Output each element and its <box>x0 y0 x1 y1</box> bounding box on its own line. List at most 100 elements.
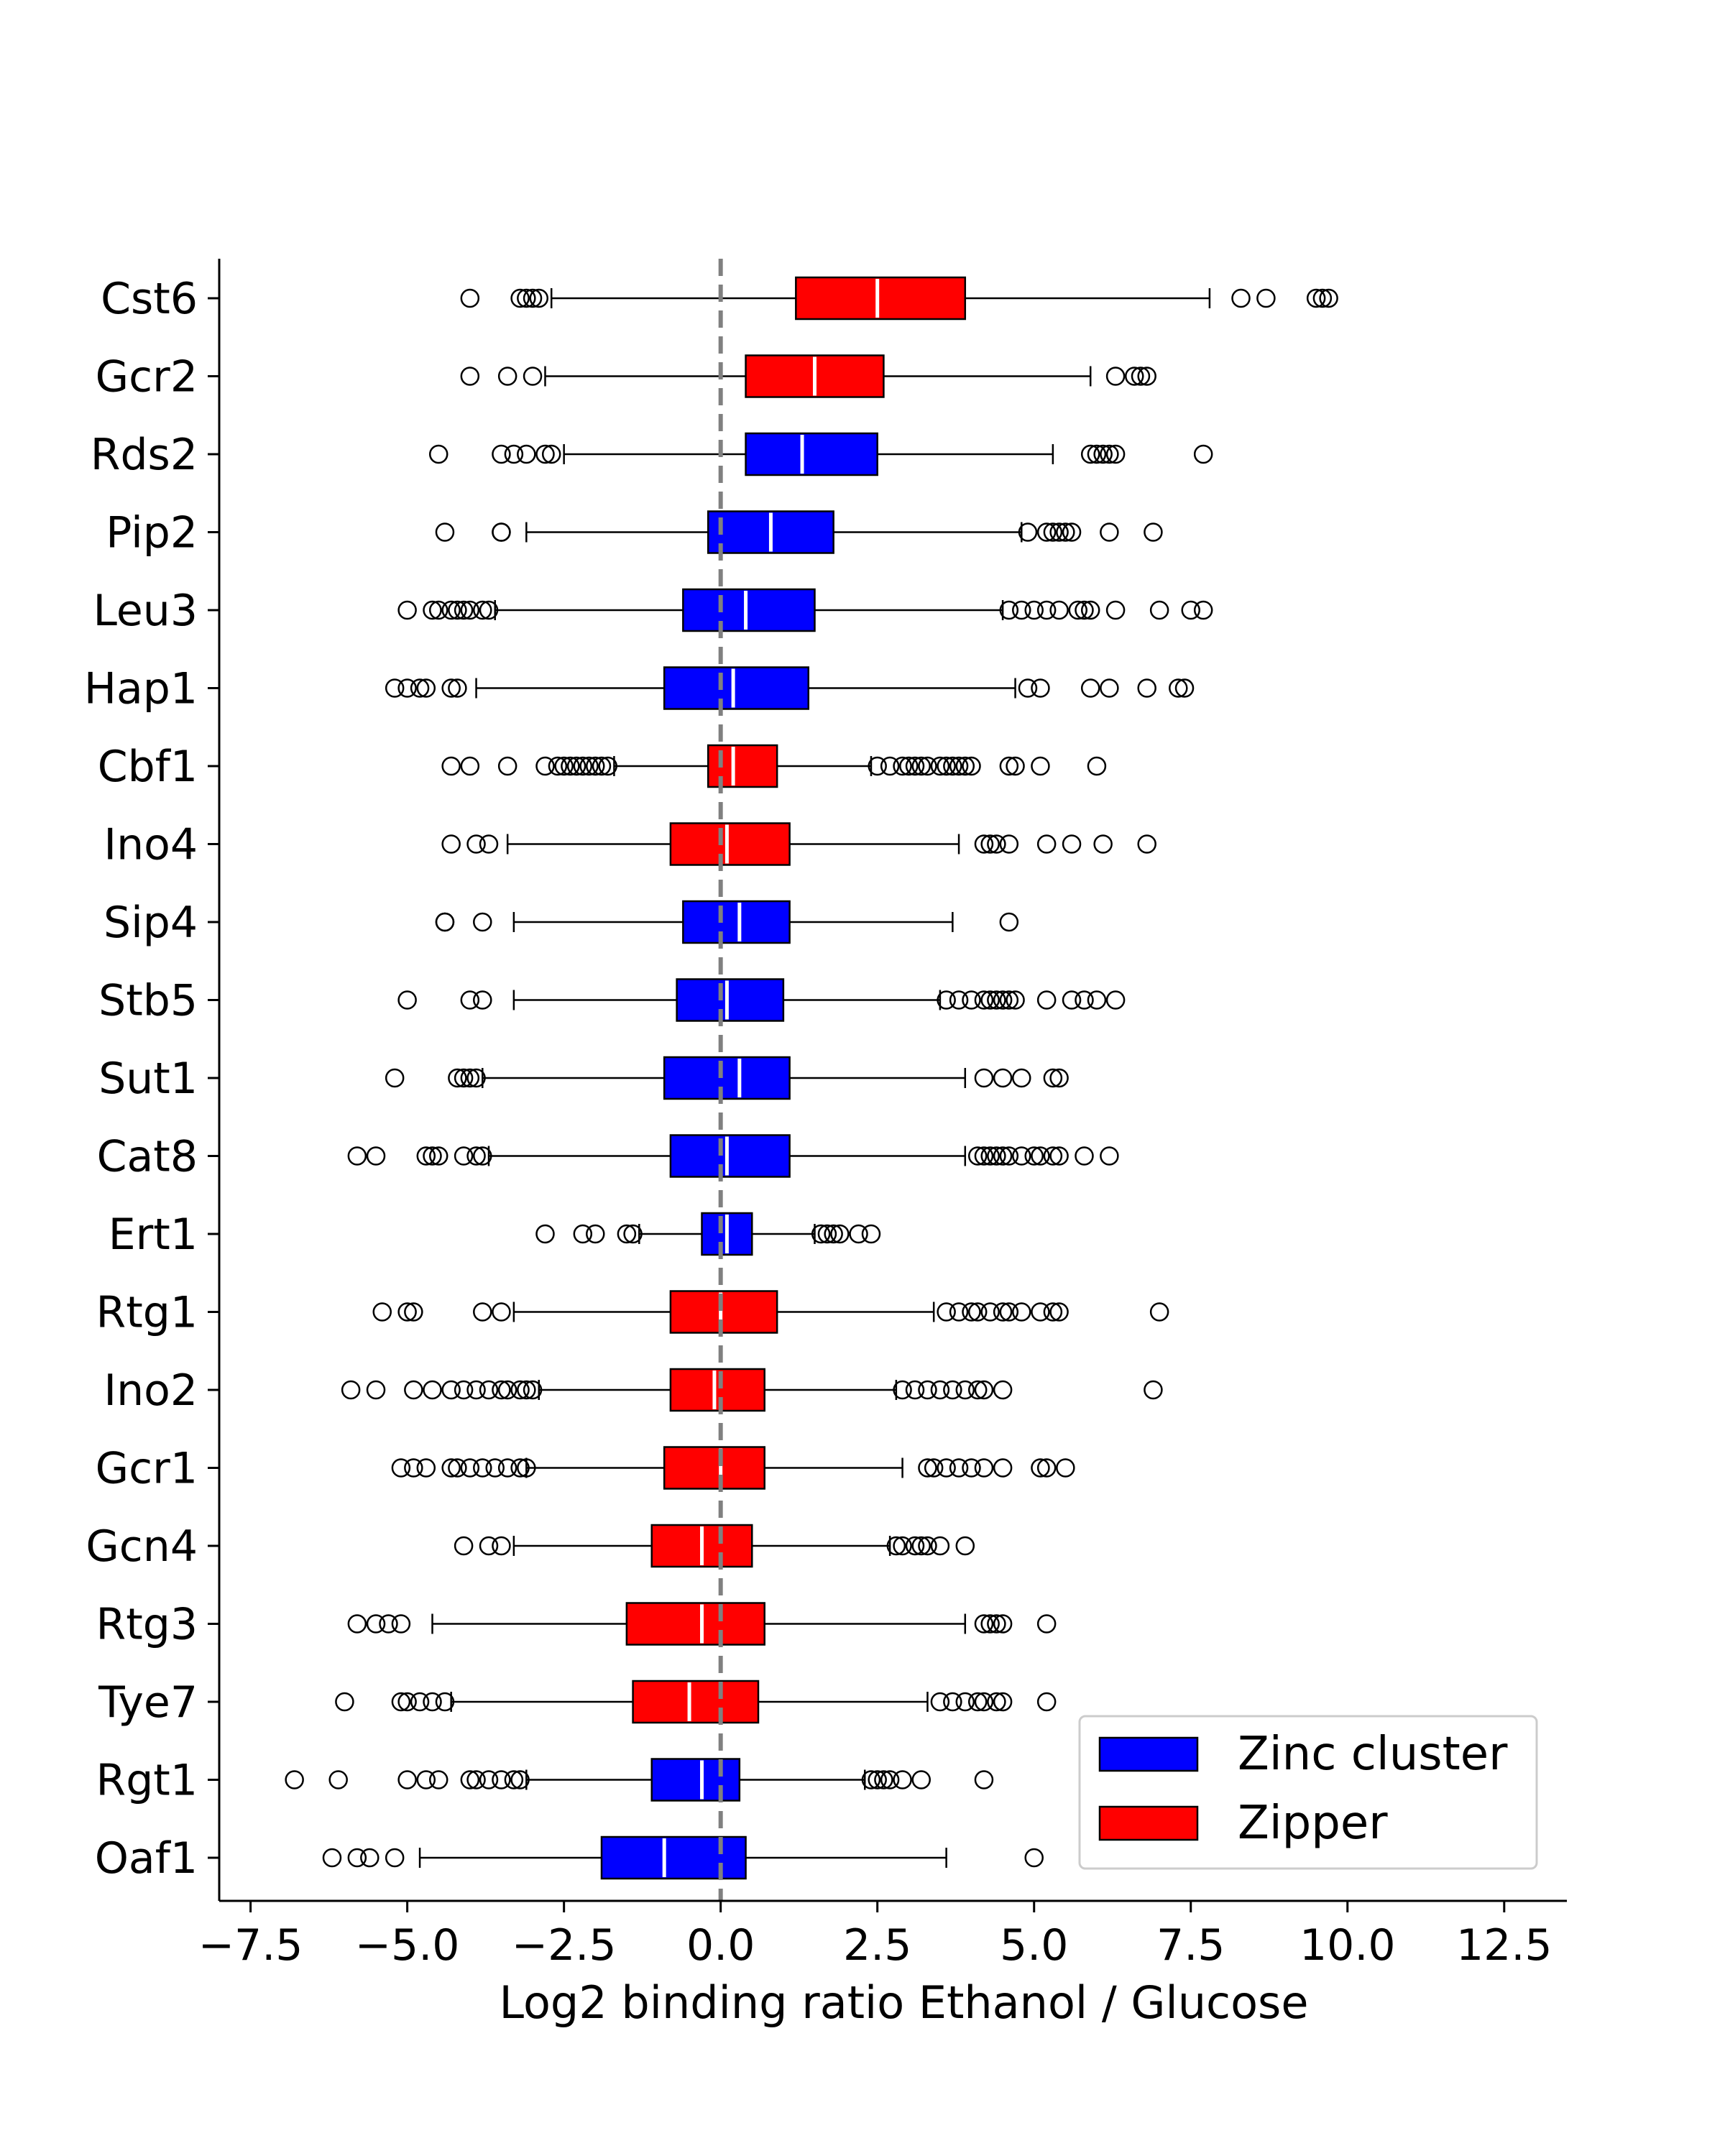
outlier-point <box>479 834 499 854</box>
box-hap1 <box>385 666 1195 710</box>
outlier-point <box>962 756 981 776</box>
x-axis-title: Log2 binding ratio Ethanol / Glucose <box>500 1976 1309 2029</box>
outlier-point <box>473 990 492 1010</box>
outlier-point <box>485 1458 505 1478</box>
box-gcr1 <box>391 1446 1075 1490</box>
outlier-point <box>980 834 1000 854</box>
outlier-point <box>1024 1146 1044 1166</box>
outlier-point <box>573 756 593 776</box>
outlier-point <box>1062 834 1082 854</box>
outlier-point <box>899 756 919 776</box>
outlier-point <box>454 600 474 620</box>
outlier-point <box>967 1380 988 1400</box>
iqr-box <box>669 1134 791 1178</box>
outlier-point <box>328 1770 348 1789</box>
iqr-box <box>663 1056 791 1100</box>
outlier-point <box>993 1614 1013 1634</box>
outlier-point <box>1181 600 1200 620</box>
legend: Zinc cluster Zipper <box>1078 1715 1538 1870</box>
outlier-point <box>1068 600 1088 620</box>
outlier-point <box>423 1380 442 1400</box>
outlier-point <box>441 1458 461 1478</box>
outlier-point <box>1100 444 1119 464</box>
x-tick-label: 2.5 <box>843 1920 911 1971</box>
outlier-point <box>1137 834 1156 854</box>
iqr-box <box>676 978 785 1022</box>
x-tick-label: −5.0 <box>355 1920 460 1971</box>
outlier-point <box>880 756 900 776</box>
outlier-point <box>460 1770 480 1789</box>
outlier-point <box>460 1458 480 1478</box>
y-tick-label: Rgt1 <box>96 1756 198 1806</box>
outlier-point <box>535 1224 555 1244</box>
iqr-box <box>632 1680 760 1724</box>
outlier-point <box>535 444 555 464</box>
iqr-box <box>650 1758 741 1802</box>
outlier-point <box>448 1458 467 1478</box>
legend-label: Zinc cluster <box>1238 1728 1508 1781</box>
outlier-point <box>492 1302 511 1322</box>
outlier-point <box>448 1068 467 1088</box>
outlier-point <box>849 1224 868 1244</box>
outlier-point <box>893 1536 912 1556</box>
x-tick-label: 12.5 <box>1456 1920 1552 1971</box>
y-tick-label: Stb5 <box>98 976 198 1026</box>
outlier-point <box>460 756 480 776</box>
outlier-point <box>937 990 956 1010</box>
outlier-point <box>473 600 492 620</box>
outlier-point <box>1031 1302 1050 1322</box>
outlier-point <box>428 444 448 464</box>
outlier-point <box>993 1068 1013 1088</box>
outlier-point <box>460 990 480 1010</box>
outlier-point <box>466 834 486 854</box>
outlier-point <box>987 834 1006 854</box>
outlier-point <box>918 756 937 776</box>
outlier-point <box>285 1770 304 1789</box>
outlier-point <box>497 756 518 776</box>
outlier-point <box>548 756 568 776</box>
outlier-point <box>473 1146 492 1166</box>
iqr-box <box>707 744 778 788</box>
outlier-point <box>586 1224 605 1244</box>
outlier-point <box>974 990 994 1010</box>
outlier-point <box>566 756 586 776</box>
outlier-point <box>861 1770 881 1789</box>
outlier-point <box>1080 444 1100 464</box>
outlier-point <box>448 678 467 698</box>
outlier-point <box>911 1770 931 1789</box>
outlier-point <box>1312 288 1333 308</box>
y-tick-label: Rtg3 <box>96 1600 198 1650</box>
outlier-point <box>868 756 887 776</box>
outlier-point <box>993 990 1013 1010</box>
outlier-point <box>868 1770 887 1789</box>
outlier-point <box>1087 756 1107 776</box>
outlier-point <box>874 1770 893 1789</box>
outlier-point <box>523 288 543 308</box>
outlier-point <box>930 1692 950 1712</box>
x-tick-label: 0.0 <box>686 1920 755 1971</box>
outlier-point <box>385 1068 405 1088</box>
outlier-point <box>435 912 455 932</box>
box-ert1 <box>535 1212 881 1256</box>
outlier-point <box>423 1692 442 1712</box>
outlier-point <box>497 1458 518 1478</box>
outlier-point <box>993 1146 1013 1166</box>
y-tick-label: Gcn4 <box>86 1521 198 1572</box>
outlier-point <box>949 756 969 776</box>
x-tick-label: 5.0 <box>1000 1920 1068 1971</box>
outlier-point <box>962 1302 981 1322</box>
outlier-point <box>1056 1458 1075 1478</box>
y-tick-label: Rds2 <box>91 430 198 480</box>
outlier-point <box>1149 1302 1169 1322</box>
outlier-point <box>911 1536 931 1556</box>
outlier-point <box>974 1692 994 1712</box>
y-tick-label: Ino4 <box>104 820 198 870</box>
outlier-point <box>466 1146 486 1166</box>
outlier-point <box>1100 678 1119 698</box>
outlier-point <box>893 756 912 776</box>
outlier-point <box>397 600 417 620</box>
outlier-point <box>423 1146 442 1166</box>
outlier-point <box>416 678 436 698</box>
outlier-point <box>967 1146 988 1166</box>
outlier-point <box>987 1692 1006 1712</box>
